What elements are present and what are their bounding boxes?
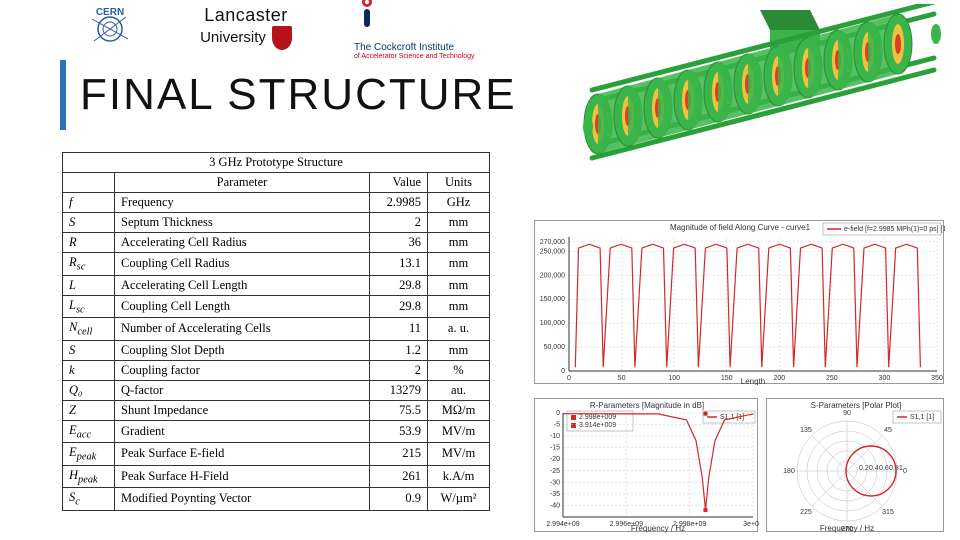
svg-text:2.994e+09: 2.994e+09 bbox=[546, 521, 579, 528]
svg-text:-10: -10 bbox=[550, 433, 560, 440]
svg-text:S1,1 [1]: S1,1 [1] bbox=[910, 414, 934, 421]
page-title: FINAL STRUCTURE bbox=[80, 70, 517, 120]
svg-text:200,000: 200,000 bbox=[540, 272, 565, 279]
svg-text:Frequency / Hz: Frequency / Hz bbox=[631, 524, 685, 533]
s11-polar-plot: S-Parameters [Polar Plot]S1,1 [1]Frequen… bbox=[766, 398, 944, 532]
table-row: kCoupling factor2% bbox=[63, 360, 490, 380]
svg-text:180: 180 bbox=[783, 468, 795, 475]
svg-text:0: 0 bbox=[567, 375, 571, 382]
cern-logo: CERN bbox=[82, 7, 138, 47]
table-row: LAccelerating Cell Length29.8mm bbox=[63, 275, 490, 295]
svg-text:-30: -30 bbox=[550, 479, 560, 486]
cockcroft-sub: of Accelerator Science and Technology bbox=[354, 53, 475, 60]
svg-text:135: 135 bbox=[800, 427, 812, 434]
svg-text:0: 0 bbox=[903, 468, 907, 475]
hdr-param: Parameter bbox=[115, 173, 370, 193]
svg-text:-5: -5 bbox=[554, 422, 560, 429]
svg-text:150: 150 bbox=[721, 375, 733, 382]
field-magnitude-plot: Magnitude of field Along Curve - curve1 e… bbox=[534, 220, 944, 384]
table-row: RscCoupling Cell Radius13.1mm bbox=[63, 253, 490, 276]
svg-text:0: 0 bbox=[556, 410, 560, 417]
svg-text:150,000: 150,000 bbox=[540, 296, 565, 303]
svg-text:250: 250 bbox=[826, 375, 838, 382]
svg-text:-40: -40 bbox=[550, 502, 560, 509]
table-row: RAccelerating Cell Radius36mm bbox=[63, 233, 490, 253]
table-row: Q₀Q-factor13279au. bbox=[63, 380, 490, 400]
table-row: ScModified Poynting Vector0.9W/µm² bbox=[63, 488, 490, 511]
title-block: FINAL STRUCTURE bbox=[60, 60, 517, 130]
svg-text:e-field [f=2.9985 MPh(1)=0 p: e-field [f=2.9985 MPh(1)=0 ps] [1] bbox=[844, 226, 945, 233]
svg-text:300: 300 bbox=[879, 375, 891, 382]
table-caption: 3 GHz Prototype Structure bbox=[63, 153, 490, 173]
cockcroft-title: The Cockcroft Institute bbox=[354, 42, 475, 53]
cockcroft-logo: The Cockcroft Institute of Accelerator S… bbox=[354, 6, 514, 48]
s11-magnitude-plot: R-Parameters [Magnitude in dB] S1,1 [1] 2.… bbox=[534, 398, 758, 532]
hdr-value: Value bbox=[370, 173, 428, 193]
svg-text:50: 50 bbox=[618, 375, 626, 382]
table-row: NcellNumber of Accelerating Cells11a. u. bbox=[63, 318, 490, 341]
lancaster-bot: University bbox=[200, 26, 292, 50]
svg-text:250,000: 250,000 bbox=[540, 248, 565, 255]
svg-text:100: 100 bbox=[668, 375, 680, 382]
svg-text:225: 225 bbox=[800, 509, 812, 516]
svg-text:0: 0 bbox=[561, 368, 565, 375]
parameters-table-wrap: 3 GHz Prototype Structure Parameter Valu… bbox=[62, 152, 490, 511]
table-row: EaccGradient53.9MV/m bbox=[63, 420, 490, 443]
svg-text:-25: -25 bbox=[550, 468, 560, 475]
cern-text: CERN bbox=[96, 7, 124, 18]
table-row: HpeakPeak Surface H-Field261k.A/m bbox=[63, 465, 490, 488]
svg-text:50,000: 50,000 bbox=[544, 344, 566, 351]
svg-text:200: 200 bbox=[773, 375, 785, 382]
svg-text:R-Parameters [Magnitude in dB]: R-Parameters [Magnitude in dB] bbox=[590, 401, 704, 410]
parameters-table: 3 GHz Prototype Structure Parameter Valu… bbox=[62, 152, 490, 511]
table-row: fFrequency2.9985GHz bbox=[63, 193, 490, 213]
lancaster-logo: Lancaster University bbox=[156, 6, 336, 48]
table-row: SSeptum Thickness2mm bbox=[63, 213, 490, 233]
table-row: LscCoupling Cell Length29.8mm bbox=[63, 295, 490, 318]
title-accent-bar bbox=[60, 60, 66, 130]
svg-text:-15: -15 bbox=[550, 445, 560, 452]
svg-text:S1,1 [1]: S1,1 [1] bbox=[720, 414, 744, 421]
svg-text:3.914e+009: 3.914e+009 bbox=[579, 422, 616, 429]
svg-text:Magnitude of field Along Curve: Magnitude of field Along Curve - curve1 bbox=[670, 223, 811, 232]
svg-text:350: 350 bbox=[931, 375, 943, 382]
svg-text:S-Parameters [Polar Plot]: S-Parameters [Polar Plot] bbox=[811, 401, 902, 410]
svg-text:45: 45 bbox=[884, 427, 892, 434]
svg-text:Length: Length bbox=[741, 377, 765, 385]
svg-text:270,000: 270,000 bbox=[540, 239, 565, 246]
svg-text:-35: -35 bbox=[550, 491, 560, 498]
structure-3d-render bbox=[580, 4, 950, 204]
table-row: SCoupling Slot Depth1.2mm bbox=[63, 340, 490, 360]
svg-text:3e+09: 3e+09 bbox=[743, 521, 759, 528]
table-row: EpeakPeak Surface E-field215MV/m bbox=[63, 443, 490, 466]
svg-text:315: 315 bbox=[882, 509, 894, 516]
svg-text:2.998e+009: 2.998e+009 bbox=[579, 414, 616, 421]
ci-icon bbox=[354, 0, 380, 36]
hdr-units: Units bbox=[428, 173, 490, 193]
svg-text:270: 270 bbox=[841, 526, 853, 533]
shield-icon bbox=[272, 26, 292, 50]
svg-text:100,000: 100,000 bbox=[540, 320, 565, 327]
lancaster-top: Lancaster bbox=[204, 5, 288, 26]
logo-row: CERN Lancaster University The Cockcroft … bbox=[82, 6, 514, 48]
svg-text:90: 90 bbox=[843, 410, 851, 417]
table-row: ZShunt Impedance75.5MΩ/m bbox=[63, 400, 490, 420]
svg-text:-20: -20 bbox=[550, 456, 560, 463]
